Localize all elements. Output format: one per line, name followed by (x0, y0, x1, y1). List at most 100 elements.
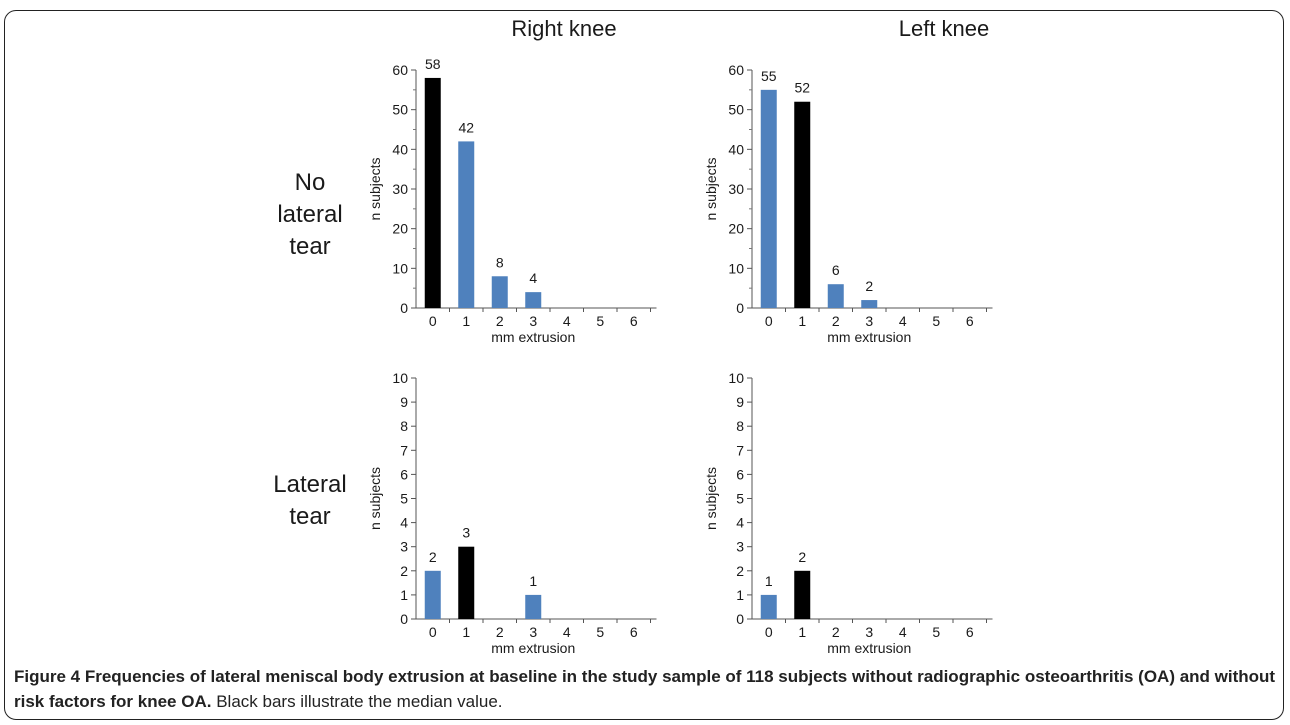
y-tick-label: 4 (736, 515, 744, 531)
data-label: 58 (425, 56, 441, 72)
y-axis-label: n subjects (703, 467, 719, 530)
x-tick-label: 3 (529, 624, 537, 640)
x-tick-label: 2 (496, 624, 504, 640)
row-label-line: Lateral (273, 471, 347, 498)
y-tick-label: 6 (400, 466, 408, 482)
x-tick-label: 1 (798, 313, 806, 329)
x-tick-label: 6 (966, 624, 974, 640)
y-axis-label: n subjects (367, 157, 383, 220)
y-tick-label: 30 (728, 181, 744, 197)
data-label: 2 (865, 278, 873, 294)
median-bar (458, 546, 475, 619)
y-tick-label: 8 (400, 418, 408, 434)
data-label: 1 (529, 573, 537, 589)
bar (491, 276, 508, 308)
bar (861, 300, 878, 308)
y-tick-label: 20 (392, 221, 408, 237)
data-label: 4 (529, 270, 537, 286)
y-tick-label: 40 (392, 141, 408, 157)
y-tick-label: 4 (400, 515, 408, 531)
x-tick-label: 1 (462, 313, 470, 329)
y-tick-label: 9 (736, 394, 744, 410)
y-tick-label: 10 (728, 260, 744, 276)
row-label-line: No (294, 169, 326, 196)
x-tick-label: 4 (563, 313, 571, 329)
row-label-line: tear (289, 503, 331, 530)
y-tick-label: 8 (736, 418, 744, 434)
y-axis-label: n subjects (703, 157, 719, 220)
data-label: 6 (832, 262, 840, 278)
x-tick-label: 3 (865, 624, 873, 640)
y-tick-label: 7 (400, 442, 408, 458)
data-label: 2 (798, 549, 806, 565)
panel-title-left-knee: Left knee (898, 16, 990, 41)
median-bar (424, 77, 441, 308)
x-tick-label: 6 (966, 313, 974, 329)
y-tick-label: 5 (400, 491, 408, 507)
y-tick-label: 60 (728, 62, 744, 78)
figure-frame (4, 10, 1284, 720)
y-tick-label: 2 (400, 563, 408, 579)
data-label: 42 (458, 119, 474, 135)
y-tick-label: 3 (736, 539, 744, 555)
x-tick-label: 6 (630, 313, 638, 329)
x-tick-label: 1 (798, 624, 806, 640)
y-tick-label: 7 (736, 442, 744, 458)
y-tick-label: 0 (736, 611, 744, 627)
y-tick-label: 1 (400, 587, 408, 603)
data-label: 55 (761, 68, 777, 84)
bar (458, 141, 475, 308)
y-tick-label: 30 (392, 181, 408, 197)
y-tick-label: 40 (728, 141, 744, 157)
chart-right-knee-lateral-tear: 0 1 2 3 4 5 6 7 8 9 10 n subjects 0 2 1 3 2 3 1 4 5 6 mm extru… (367, 370, 657, 656)
data-label: 8 (496, 254, 504, 270)
x-tick-label: 3 (529, 313, 537, 329)
row-label-line: lateral (277, 201, 343, 228)
y-tick-label: 10 (392, 260, 408, 276)
x-axis-label: mm extrusion (827, 640, 911, 656)
x-tick-label: 0 (429, 313, 437, 329)
x-tick-label: 1 (462, 624, 470, 640)
bar (827, 284, 844, 308)
data-label: 3 (462, 525, 470, 541)
chart-left-knee-no-tear: 0 10 20 30 40 50 60 n subjects 0 55 1 52 2 6 3 2 4 5 6 mm e… (703, 62, 993, 345)
x-axis-label: mm extrusion (491, 329, 575, 345)
bar (525, 594, 542, 619)
chart-right-knee-no-tear: 0 10 20 30 40 50 60 n subjects 0 58 1 42 2 8 3 4 4 5 6 mm e… (367, 56, 657, 345)
y-tick-label: 50 (392, 102, 408, 118)
bar (760, 89, 777, 308)
x-tick-label: 2 (832, 313, 840, 329)
x-tick-label: 4 (899, 313, 907, 329)
panel-title-right-knee: Right knee (511, 16, 617, 41)
y-tick-label: 5 (736, 491, 744, 507)
y-tick-label: 3 (400, 539, 408, 555)
y-tick-label: 60 (392, 62, 408, 78)
data-label: 2 (429, 549, 437, 565)
y-tick-label: 20 (728, 221, 744, 237)
median-bar (794, 101, 811, 308)
x-axis-label: mm extrusion (827, 329, 911, 345)
bar (760, 594, 777, 619)
x-tick-label: 4 (563, 624, 571, 640)
data-label: 1 (765, 573, 773, 589)
y-tick-label: 0 (736, 300, 744, 316)
y-tick-label: 1 (736, 587, 744, 603)
y-tick-label: 50 (728, 102, 744, 118)
x-tick-label: 5 (932, 313, 940, 329)
bar (525, 292, 542, 308)
row-label-no-lateral-tear: No lateral tear (250, 167, 370, 263)
y-tick-label: 2 (736, 563, 744, 579)
chart-left-knee-lateral-tear: 0 1 2 3 4 5 6 7 8 9 10 n subjects 0 1 1 2 2 3 4 5 6 mm extrus… (703, 370, 993, 656)
caption-normal: Black bars illustrate the median value. (216, 692, 503, 711)
figure-caption: Figure 4 Frequencies of lateral meniscal… (14, 664, 1276, 714)
caption-bold: Figure 4 Frequencies of lateral meniscal… (14, 667, 1276, 711)
row-label-lateral-tear: Lateral tear (250, 469, 370, 533)
y-axis-label: n subjects (367, 467, 383, 530)
x-tick-label: 5 (596, 313, 604, 329)
y-tick-label: 9 (400, 394, 408, 410)
x-tick-label: 0 (765, 313, 773, 329)
y-tick-label: 6 (736, 466, 744, 482)
x-tick-label: 0 (765, 624, 773, 640)
x-tick-label: 0 (429, 624, 437, 640)
x-tick-label: 5 (596, 624, 604, 640)
